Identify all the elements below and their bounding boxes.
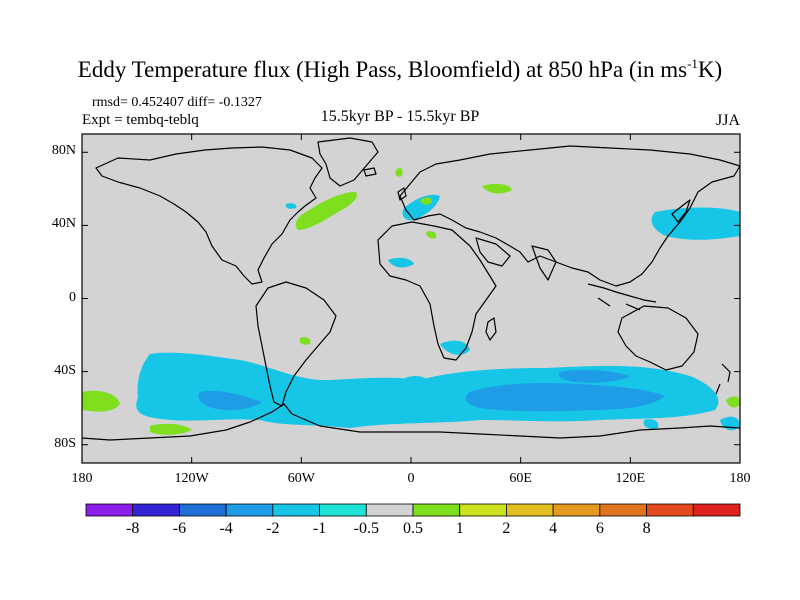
colorbar-label-9: 4: [549, 520, 558, 537]
experiment-line: Expt = tembq-teblq: [82, 112, 199, 128]
colorbar-swatch-11: [599, 503, 647, 517]
australia-coastline: [617, 305, 699, 371]
scandinavia-green: [395, 168, 403, 177]
plot-title: Eddy Temperature flux (High Pass, Bloomf…: [0, 56, 800, 83]
lon-label-180: 180: [729, 471, 751, 486]
title-tail: K): [697, 57, 723, 82]
colorbar-label-5: -0.5: [353, 520, 379, 537]
arabia-coastline: [475, 237, 511, 267]
axis-ticks: [81, 134, 741, 463]
eurasia-coastline: [399, 145, 741, 287]
colorbar-swatch-5: [319, 503, 367, 517]
north-africa-cyan: [388, 257, 414, 268]
colorbar-label-8: 2: [502, 520, 511, 537]
southern-ocean-green-3: [726, 396, 740, 408]
anomaly-shading: [82, 168, 740, 435]
colorbar-label-11: 8: [642, 520, 651, 537]
colorbar-label-0: -8: [126, 520, 140, 537]
north-pacific-cyan: [651, 207, 740, 240]
coastlines: [81, 137, 741, 441]
colorbar-swatch-1: [132, 503, 180, 517]
new-zealand-coastline: [715, 363, 731, 395]
russia-green: [482, 183, 512, 194]
season-label: JJA: [716, 112, 741, 129]
greenland-coastline: [317, 137, 379, 187]
east-pacific-green: [299, 337, 311, 345]
southern-ocean-cyan-2: [643, 419, 659, 429]
colorbar-label-7: 1: [455, 520, 464, 537]
lon-label-180: 180: [71, 471, 93, 486]
southern-ocean-green-1: [82, 390, 120, 412]
lon-label-120e: 120E: [615, 471, 646, 486]
southern-ocean-cyan-3: [405, 376, 430, 386]
southern-ocean-green-2: [150, 423, 192, 435]
lat-label-0: 0: [69, 289, 76, 305]
colorbar-label-1: -6: [172, 520, 187, 537]
north-america-coastline: [95, 146, 323, 285]
lat-label-40s: 40S: [54, 362, 76, 378]
period-label: 15.5kyr BP - 15.5kyr BP: [320, 108, 480, 125]
colorbar-label-10: 6: [595, 520, 604, 537]
colorbar-label-6: 0.5: [403, 520, 423, 537]
colorbar-label-3: -2: [266, 520, 280, 537]
hudson-cyan: [285, 203, 297, 209]
japan-coastline: [671, 199, 691, 223]
colorbar-label-2: -4: [219, 520, 233, 537]
colorbar-swatch-0: [85, 503, 134, 517]
colorbar-swatch-12: [646, 503, 694, 517]
colorbar-swatch-4: [272, 503, 320, 517]
madagascar-coastline: [485, 317, 497, 341]
colorbar-label-4: -1: [312, 520, 327, 537]
iceland-coastline: [363, 167, 377, 177]
europe-green-2: [426, 231, 437, 239]
colorbar-swatch-7: [412, 503, 461, 517]
colorbar-swatch-6: [365, 503, 414, 517]
cape-agulhas-cyan: [440, 340, 470, 355]
colorbar-swatch-13: [692, 503, 741, 517]
title-text: Eddy Temperature flux (High Pass, Bloomf…: [77, 57, 688, 82]
lon-label-60e: 60E: [509, 471, 532, 486]
india-coastline: [531, 245, 557, 281]
southern-ocean-blue-core-2: [198, 390, 262, 410]
lon-label-120w: 120W: [174, 471, 209, 486]
southern-ocean-blue-core-1: [465, 382, 665, 412]
colorbar-swatch-2: [179, 503, 227, 517]
title-superscript: -1: [687, 56, 698, 71]
stats-line: rmsd= 0.452407 diff= -0.1327: [92, 95, 262, 110]
colorbar-swatch-10: [552, 503, 601, 517]
colorbar-swatch-9: [506, 503, 554, 517]
north-atlantic-green: [295, 192, 357, 230]
colorbar: [85, 503, 741, 517]
south-america-coastline: [255, 281, 337, 407]
southern-ocean-blue-core-3: [558, 369, 630, 383]
lon-label-60w: 60W: [287, 471, 315, 486]
europe-green-1: [420, 197, 432, 205]
lat-label-40n: 40N: [51, 216, 76, 232]
british-isles-coastline: [397, 187, 407, 201]
lat-label-80n: 80N: [51, 143, 76, 159]
lon-label-0: 0: [407, 471, 415, 486]
antarctica-coastline: [81, 403, 741, 441]
africa-coastline: [377, 221, 497, 361]
colorbar-swatch-3: [225, 503, 274, 517]
colorbar-swatch-8: [459, 503, 507, 517]
lat-label-80s: 80S: [54, 435, 76, 451]
